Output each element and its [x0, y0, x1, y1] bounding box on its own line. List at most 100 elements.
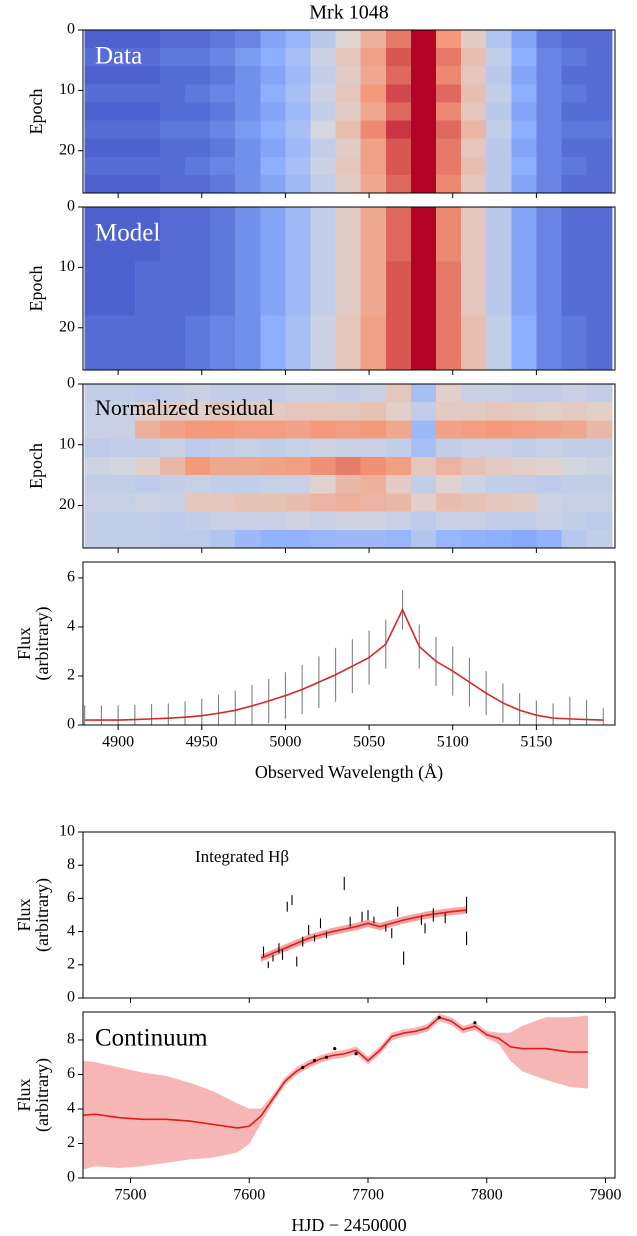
plot-frame	[82, 1011, 616, 1179]
heatmap-cell	[385, 420, 412, 440]
heatmap-cell	[235, 84, 261, 104]
heatmap-cell	[385, 102, 412, 122]
heatmap-cell	[134, 243, 161, 262]
y-tick-label: 0	[67, 1169, 75, 1186]
heatmap-cell	[159, 351, 186, 370]
heatmap-cell	[210, 351, 236, 370]
x-tick-label: 7700	[352, 1187, 384, 1204]
heatmap-cell	[385, 279, 412, 299]
heatmap-cell	[210, 297, 236, 317]
heatmap-cell	[159, 475, 186, 494]
heatmap-cell	[486, 279, 512, 299]
heatmap-cell	[486, 207, 512, 226]
heatmap-cell	[486, 351, 512, 370]
heatmap-cell	[486, 529, 512, 548]
heatmap-cell	[84, 493, 111, 513]
heatmap-cell	[461, 529, 487, 548]
heatmap-cell	[410, 174, 437, 193]
heatmap-cell	[385, 84, 412, 104]
heatmap-cell	[260, 120, 287, 140]
heatmap-cell	[210, 261, 236, 281]
y-axis-label: Flux	[14, 1078, 34, 1111]
heatmap-cell	[536, 297, 563, 317]
heatmap-cell	[109, 225, 136, 244]
heatmap-cell	[285, 207, 312, 226]
heatmap-cell	[134, 84, 161, 104]
heatmap-cell	[310, 207, 337, 226]
heatmap-cell	[134, 138, 161, 158]
heatmap-cell	[285, 174, 312, 193]
heatmap-cell	[109, 66, 136, 85]
y-tick-label: 0	[67, 375, 75, 392]
heatmap-cell	[109, 511, 136, 531]
heatmap-cell	[109, 120, 136, 140]
heatmap-cell	[435, 333, 462, 353]
heatmap-cell	[435, 438, 462, 458]
y-tick-label: 4	[67, 1100, 75, 1117]
heatmap-cell	[235, 156, 261, 176]
heatmap-cell	[435, 30, 462, 49]
heatmap-cell	[360, 438, 387, 458]
data-point	[354, 1052, 358, 1056]
heatmap-cell	[435, 66, 462, 85]
heatmap-cell	[461, 420, 487, 440]
heatmap-cell	[84, 261, 111, 281]
heatmap-cell	[536, 420, 563, 440]
heatmap-cell	[285, 66, 312, 85]
heatmap-cell	[461, 493, 487, 513]
heatmap-cell	[185, 402, 211, 422]
heatmap-cell	[159, 261, 186, 281]
heatmap-cell	[360, 279, 387, 299]
heatmap-cell	[84, 30, 111, 49]
heatmap-cell	[385, 156, 412, 176]
heatmap-cell	[561, 351, 588, 370]
heatmap-cell	[235, 279, 261, 299]
heatmap-cell	[435, 493, 462, 513]
heatmap-cell	[410, 120, 437, 140]
heatmap-cell	[235, 102, 261, 122]
heatmap-cell	[84, 438, 111, 458]
heatmap-cell	[235, 120, 261, 140]
heatmap-cell	[561, 511, 588, 531]
heatmap-cell	[586, 384, 613, 403]
heatmap-cell	[235, 529, 261, 548]
heatmap-cell	[410, 529, 437, 548]
heatmap-cell	[260, 315, 287, 335]
heatmap-cell	[134, 438, 161, 458]
heatmap-cell	[511, 174, 537, 193]
heatmap-cell	[310, 261, 337, 281]
heatmap-cell	[210, 456, 236, 476]
error-band	[248, 1108, 262, 1145]
x-tick-label: 7500	[115, 1187, 147, 1204]
heatmap-cell	[410, 207, 437, 226]
heatmap-cell	[435, 475, 462, 494]
heatmap-cell	[335, 475, 362, 494]
heatmap-cell	[435, 279, 462, 299]
heatmap-cell	[185, 261, 211, 281]
heatmap-cell	[360, 174, 387, 193]
heatmap-cell	[210, 48, 236, 67]
heatmap-cell	[310, 174, 337, 193]
heatmap-cell	[185, 207, 211, 226]
plot-frame	[82, 29, 616, 194]
heatmap-cell	[235, 420, 261, 440]
heatmap-cell	[360, 511, 387, 531]
heatmap-cell	[260, 48, 287, 67]
heatmap-cell	[461, 243, 487, 262]
heatmap-cell	[410, 225, 437, 244]
heatmap-cell	[285, 48, 312, 67]
data-point	[437, 1015, 441, 1020]
heatmap-cell	[210, 511, 236, 531]
heatmap-cell	[260, 207, 287, 226]
y-tick-label: 8	[67, 1031, 75, 1048]
heatmap-cell	[185, 333, 211, 353]
heatmap-cell	[486, 120, 512, 140]
heatmap-cell	[335, 315, 362, 335]
plot-frame	[82, 561, 616, 726]
heatmap-cell	[335, 261, 362, 281]
heatmap-cell	[185, 384, 211, 403]
heatmap-cell	[84, 402, 111, 422]
heatmap-cell	[410, 475, 437, 494]
heatmap-cell	[109, 315, 136, 335]
